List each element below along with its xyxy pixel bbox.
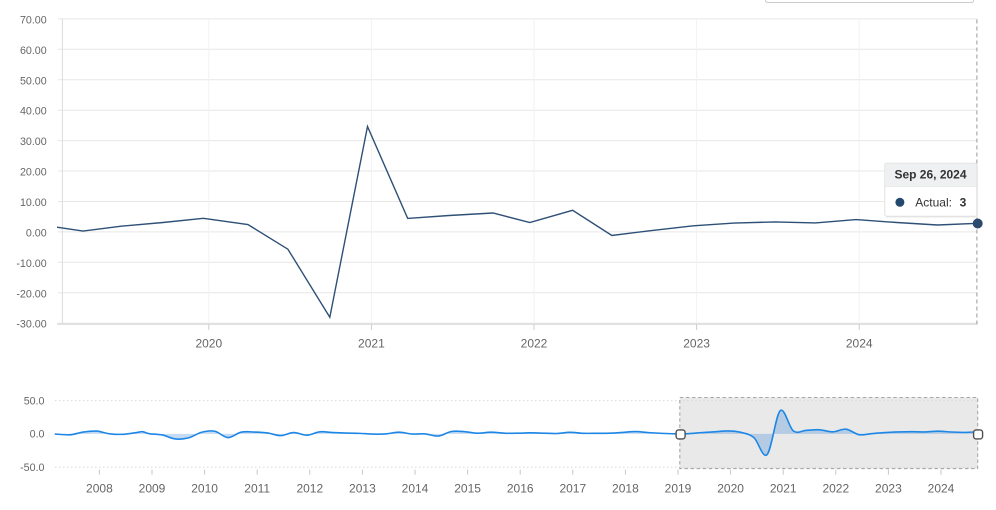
svg-text:2019: 2019 [665, 482, 692, 496]
svg-text:Sep 26, 2024: Sep 26, 2024 [894, 168, 966, 182]
svg-text:30.00: 30.00 [20, 136, 47, 148]
svg-text:50.0: 50.0 [24, 395, 45, 407]
svg-text:2016: 2016 [507, 482, 534, 496]
svg-text:-20.00: -20.00 [16, 288, 46, 300]
svg-text:2010: 2010 [191, 482, 218, 496]
svg-text:2018: 2018 [612, 482, 639, 496]
svg-text:50.00: 50.00 [20, 75, 47, 87]
svg-text:2014: 2014 [402, 482, 429, 496]
svg-text:40.00: 40.00 [20, 106, 47, 118]
svg-text:2022: 2022 [521, 336, 548, 350]
svg-text:-50.0: -50.0 [20, 462, 44, 474]
svg-text:2012: 2012 [296, 482, 323, 496]
svg-text:2022: 2022 [822, 482, 849, 496]
svg-text:3: 3 [960, 195, 967, 209]
svg-text:-30.00: -30.00 [16, 319, 46, 331]
svg-text:2023: 2023 [683, 336, 710, 350]
svg-text:2024: 2024 [846, 336, 873, 350]
svg-text:2011: 2011 [244, 482, 270, 496]
svg-text:60.00: 60.00 [20, 45, 47, 57]
svg-text:2021: 2021 [770, 482, 797, 496]
svg-text:2021: 2021 [358, 336, 385, 350]
svg-text:2017: 2017 [559, 482, 586, 496]
svg-text:0.0: 0.0 [30, 429, 45, 441]
svg-text:2020: 2020 [195, 336, 222, 350]
svg-text:2020: 2020 [717, 482, 744, 496]
svg-text:2013: 2013 [349, 482, 376, 496]
svg-text:2009: 2009 [139, 482, 166, 496]
svg-text:2024: 2024 [928, 482, 955, 496]
svg-text:2023: 2023 [875, 482, 902, 496]
svg-text:10.00: 10.00 [20, 197, 47, 209]
svg-text:2015: 2015 [454, 482, 481, 496]
svg-text:2008: 2008 [86, 482, 113, 496]
svg-text:20.00: 20.00 [20, 167, 47, 179]
svg-text:0.00: 0.00 [26, 227, 47, 239]
svg-text:70.00: 70.00 [20, 14, 47, 26]
svg-text:Actual:: Actual: [915, 195, 952, 209]
svg-text:-10.00: -10.00 [16, 258, 46, 270]
